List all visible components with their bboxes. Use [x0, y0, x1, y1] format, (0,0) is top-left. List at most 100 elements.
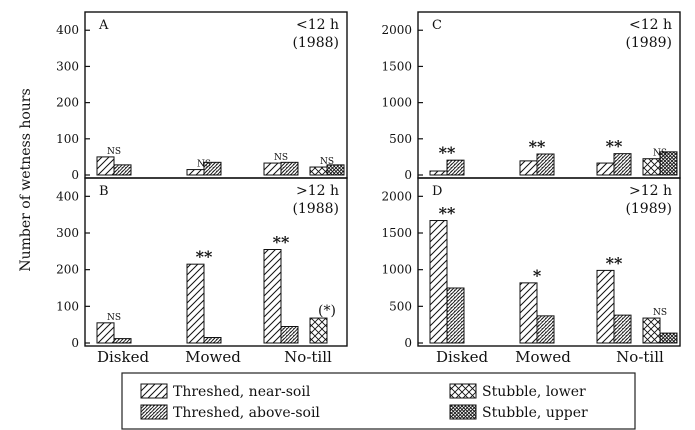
bar-c-disked-tn: [429, 170, 448, 176]
significance-label: NS: [274, 153, 288, 163]
panel-frame: [417, 177, 681, 347]
bar-c-mowed-ta: [536, 153, 555, 176]
significance-label: **: [439, 204, 456, 223]
bar-d-notill-ta: [613, 314, 632, 344]
bar-d-mowed-tn: [519, 282, 538, 344]
panel-letter: B: [99, 184, 109, 199]
y-tick-label: 500: [389, 132, 412, 146]
significance-label: *: [533, 266, 542, 285]
category-label-notill: No-till: [616, 348, 664, 366]
panel-letter: C: [432, 18, 442, 33]
y-tick-label: 500: [389, 299, 412, 313]
y-tick-label: 400: [56, 23, 79, 37]
category-label-mowed: Mowed: [515, 348, 571, 366]
y-tick-label: 0: [404, 168, 412, 182]
legend-label-su: Stubble, upper: [482, 405, 588, 421]
y-tick-label: 100: [56, 299, 79, 313]
significance-label: NS: [320, 157, 334, 167]
bar-d-disked-tn: [429, 220, 448, 344]
y-tick-label: 200: [56, 263, 79, 277]
y-tick-label: 0: [404, 336, 412, 350]
bar-b-mowed-ta: [203, 337, 222, 344]
panel-frame: [84, 177, 348, 347]
chart-panels: 0 100 200 300 400 A <12 h (1988) NS NS NS NS 0 100 200…: [56, 11, 681, 350]
panel-year: (1988): [292, 35, 339, 51]
panel-b: 0 100 200 300 400 B >12 h (1988) NS ** ** (*): [56, 177, 348, 350]
bar-c-mowed-tn: [519, 160, 538, 176]
y-tick-label: 300: [56, 59, 79, 73]
significance-label: **: [529, 137, 546, 156]
y-tick-label: 1000: [381, 263, 412, 277]
category-label-mowed: Mowed: [185, 348, 241, 366]
legend-swatch-sl: [449, 383, 477, 399]
legend-swatch-su: [449, 404, 477, 420]
panel-year: (1988): [292, 201, 339, 217]
panel-condition: >12 h: [629, 183, 672, 199]
bar-c-notill-ta: [613, 153, 632, 176]
bar-c-notill-sl: [642, 158, 661, 176]
category-labels: Disked Mowed No-till Disked Mowed No-till: [97, 348, 664, 366]
bar-d-disked-ta: [446, 287, 465, 344]
significance-label: **: [606, 137, 623, 156]
bar-d-mowed-ta: [536, 315, 555, 344]
panel-condition: <12 h: [296, 17, 339, 33]
bar-a-disked-tn: [96, 156, 115, 176]
y-tick-label: 2000: [381, 189, 412, 203]
y-tick-label: 300: [56, 226, 79, 240]
legend-box: [121, 372, 636, 430]
bar-b-notill-sl: [309, 317, 328, 344]
panel-condition: >12 h: [296, 183, 339, 199]
y-tick-label: 1000: [381, 96, 412, 110]
y-tick-label: 0: [71, 168, 79, 182]
category-label-notill: No-till: [284, 348, 332, 366]
bar-a-notill-su: [326, 164, 345, 176]
panel-condition: <12 h: [629, 17, 672, 33]
y-tick-label: 1500: [381, 59, 412, 73]
bar-a-notill-sl: [309, 166, 328, 176]
bar-b-disked-ta: [113, 338, 132, 344]
panel-c: 0 500 1000 1500 2000 C <12 h (1989) ** ** ** NS: [381, 11, 681, 182]
bar-b-notill-tn: [263, 249, 282, 344]
legend-label-sl: Stubble, lower: [482, 384, 586, 400]
y-tick-label: 0: [71, 336, 79, 350]
panel-a: 0 100 200 300 400 A <12 h (1988) NS NS NS NS: [56, 11, 348, 182]
significance-label: **: [273, 233, 290, 252]
significance-label: **: [439, 143, 456, 162]
panel-letter: D: [432, 184, 442, 199]
legend: Threshed, near-soil Threshed, above-soil S…: [121, 372, 636, 430]
y-tick-label: 2000: [381, 23, 412, 37]
significance-label: NS: [653, 149, 667, 159]
bar-c-notill-tn: [596, 162, 615, 176]
significance-label: NS: [107, 313, 121, 323]
y-tick-label: 200: [56, 96, 79, 110]
bar-d-notill-sl: [642, 317, 661, 344]
bar-a-mowed-tn: [186, 169, 205, 176]
bar-d-notill-su: [659, 332, 678, 344]
panel-letter: A: [98, 18, 109, 33]
y-tick-label: 400: [56, 189, 79, 203]
significance-label: NS: [107, 147, 121, 157]
significance-label: **: [606, 253, 623, 272]
bar-c-disked-ta: [446, 159, 465, 176]
bar-b-disked-tn: [96, 322, 115, 344]
bar-c-notill-su: [659, 151, 678, 176]
y-tick-label: 100: [56, 132, 79, 146]
legend-swatch-ta: [140, 404, 168, 420]
bar-d-notill-tn: [596, 269, 615, 344]
legend-label-ta: Threshed, above-soil: [173, 405, 320, 421]
significance-label: (*): [318, 303, 336, 319]
bar-a-notill-tn: [263, 162, 282, 176]
significance-label: NS: [653, 308, 667, 318]
significance-label: **: [196, 247, 213, 266]
category-label-disked: Disked: [436, 348, 488, 366]
legend-swatch-tn: [140, 383, 168, 399]
y-axis-label: Number of wetness hours: [18, 88, 34, 271]
legend-label-tn: Threshed, near-soil: [173, 384, 311, 400]
bar-a-disked-ta: [113, 164, 132, 176]
bar-b-mowed-tn: [186, 263, 205, 344]
panel-year: (1989): [625, 35, 672, 51]
y-tick-label: 1500: [381, 226, 412, 240]
panel-year: (1989): [625, 201, 672, 217]
